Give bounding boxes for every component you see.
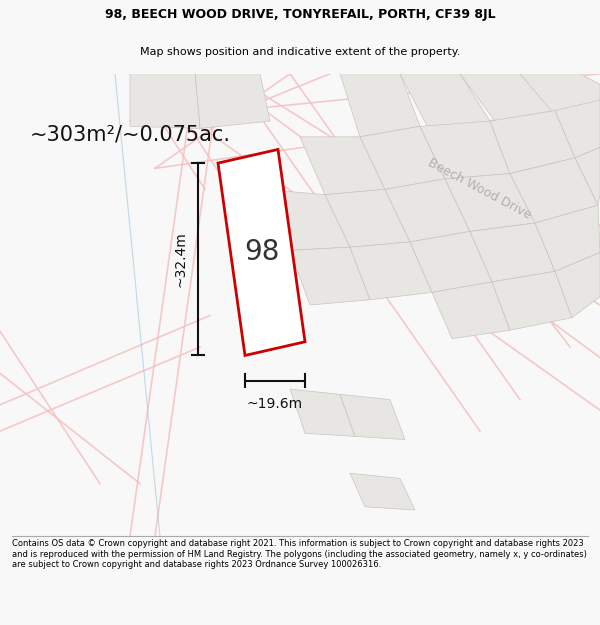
Polygon shape: [460, 74, 555, 121]
Polygon shape: [445, 174, 535, 231]
Polygon shape: [575, 148, 600, 205]
Polygon shape: [340, 394, 405, 439]
Polygon shape: [265, 189, 350, 251]
Polygon shape: [520, 74, 600, 121]
Polygon shape: [290, 247, 370, 305]
Text: Contains OS data © Crown copyright and database right 2021. This information is : Contains OS data © Crown copyright and d…: [12, 539, 587, 569]
Polygon shape: [340, 74, 420, 137]
Polygon shape: [410, 231, 492, 292]
Text: ~303m²/~0.075ac.: ~303m²/~0.075ac.: [30, 125, 231, 145]
Polygon shape: [400, 74, 490, 132]
Polygon shape: [490, 111, 575, 174]
Polygon shape: [290, 389, 355, 436]
Text: 98: 98: [244, 239, 279, 266]
Polygon shape: [360, 126, 445, 189]
Polygon shape: [510, 158, 598, 223]
Text: Map shows position and indicative extent of the property.: Map shows position and indicative extent…: [140, 47, 460, 57]
Text: ~19.6m: ~19.6m: [247, 397, 303, 411]
Polygon shape: [492, 271, 572, 330]
Polygon shape: [555, 253, 600, 318]
Polygon shape: [130, 74, 200, 128]
Polygon shape: [325, 189, 410, 247]
Text: Beech Wood Drive: Beech Wood Drive: [426, 157, 534, 222]
Polygon shape: [350, 473, 415, 510]
Text: 98, BEECH WOOD DRIVE, TONYREFAIL, PORTH, CF39 8JL: 98, BEECH WOOD DRIVE, TONYREFAIL, PORTH,…: [104, 8, 496, 21]
Polygon shape: [432, 282, 510, 339]
Text: ~32.4m: ~32.4m: [173, 231, 187, 287]
Polygon shape: [300, 137, 385, 194]
Polygon shape: [195, 74, 270, 128]
Polygon shape: [470, 223, 555, 282]
Polygon shape: [350, 242, 432, 300]
Polygon shape: [420, 121, 510, 179]
Polygon shape: [218, 149, 305, 356]
Polygon shape: [535, 205, 600, 271]
Polygon shape: [385, 179, 470, 242]
Polygon shape: [555, 100, 600, 158]
